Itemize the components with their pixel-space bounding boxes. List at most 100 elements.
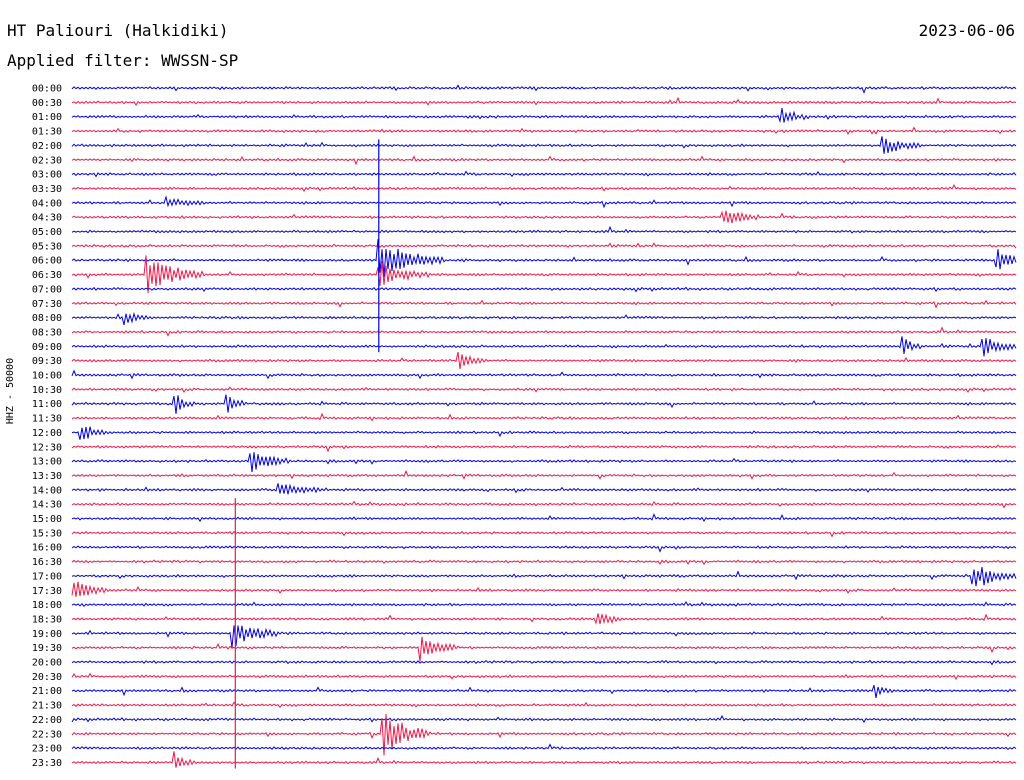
trace-line-1100 (71, 394, 1017, 414)
tick-label-0630: 06:30 (32, 270, 62, 281)
tick-label-0600: 06:00 (32, 256, 62, 267)
tick-label-0000: 00:00 (32, 84, 62, 95)
trace-line-0530 (71, 242, 1017, 249)
trace-line-0730 (71, 299, 1017, 309)
tick-label-2130: 21:30 (32, 701, 62, 712)
trace-line-0930 (71, 351, 1017, 370)
tick-label-2000: 20:00 (32, 658, 62, 669)
tick-label-2330: 23:30 (32, 758, 62, 769)
trace-line-0830 (71, 326, 1017, 337)
trace-line-0030 (71, 96, 1017, 106)
trace-line-1330 (71, 469, 1017, 480)
tick-label-1500: 15:00 (32, 514, 62, 525)
tick-label-1700: 17:00 (32, 571, 62, 582)
filter-name: WWSSN-SP (161, 51, 239, 70)
trace-line-1200 (71, 426, 1017, 440)
tick-label-1430: 14:30 (32, 500, 62, 511)
trace-line-1230 (71, 444, 1017, 453)
filter-prefix: Applied filter: (7, 51, 152, 70)
trace-line-1600 (71, 545, 1017, 553)
tick-label-0900: 09:00 (32, 342, 62, 353)
tick-label-1200: 12:00 (32, 428, 62, 439)
tick-label-1600: 16:00 (32, 543, 62, 554)
trace-line-1730 (71, 581, 1017, 597)
trace-line-2330 (71, 751, 1017, 768)
tick-label-0230: 02:30 (32, 155, 62, 166)
tick-label-0800: 08:00 (32, 313, 62, 324)
tick-label-0300: 03:00 (32, 170, 62, 181)
tick-label-0030: 00:30 (32, 98, 62, 109)
tick-label-1130: 11:30 (32, 414, 62, 425)
tick-label-0200: 02:00 (32, 141, 62, 152)
trace-line-2100 (71, 685, 1017, 698)
tick-label-1800: 18:00 (32, 600, 62, 611)
trace-line-0430 (71, 210, 1017, 224)
tick-label-0530: 05:30 (32, 241, 62, 252)
tick-label-0430: 04:30 (32, 213, 62, 224)
tick-label-0130: 01:30 (32, 127, 62, 138)
trace-line-2000 (71, 659, 1017, 666)
trace-line-1900 (71, 625, 1017, 648)
trace-line-1700 (71, 566, 1017, 587)
tick-label-1230: 12:30 (32, 442, 62, 453)
tick-label-1900: 19:00 (32, 629, 62, 640)
trace-line-2300 (71, 743, 1017, 751)
trace-line-0000 (71, 84, 1017, 94)
tick-label-0500: 05:00 (32, 227, 62, 238)
tick-label-1000: 10:00 (32, 371, 62, 382)
tick-label-0830: 08:30 (32, 327, 62, 338)
tick-labels: 00:00 00:30 01:00 01:30 02:00 02:30 03:00 03:30… (32, 84, 62, 769)
trace-line-0100 (71, 107, 1017, 124)
trace-line-1030 (71, 386, 1017, 393)
trace-line-1530 (71, 530, 1017, 538)
trace-line-0130 (71, 126, 1017, 135)
tick-label-0930: 09:30 (32, 356, 62, 367)
tick-label-1330: 13:30 (32, 471, 62, 482)
tick-label-2200: 22:00 (32, 715, 62, 726)
trace-line-1430 (71, 500, 1017, 509)
tick-label-1030: 10:30 (32, 385, 62, 396)
trace-line-0400 (71, 195, 1017, 209)
trace-line-1130 (71, 412, 1017, 422)
tick-label-0330: 03:30 (32, 184, 62, 195)
tick-label-1730: 17:30 (32, 586, 62, 597)
trace-line-0300 (71, 170, 1017, 178)
tick-label-1300: 13:00 (32, 457, 62, 468)
tick-label-0700: 07:00 (32, 284, 62, 295)
trace-line-1630 (71, 559, 1017, 566)
tick-label-1100: 11:00 (32, 399, 62, 410)
trace-line-1800 (71, 601, 1017, 608)
trace-line-1500 (71, 513, 1017, 523)
tick-label-1930: 19:30 (32, 643, 62, 654)
filter-line: Applied filter: WWSSN-SP (7, 51, 238, 70)
tick-label-2300: 23:00 (32, 744, 62, 755)
date-label: 2023-06-06 (918, 21, 1015, 40)
trace-line-1400 (71, 483, 1017, 495)
trace-line-0330 (71, 183, 1017, 193)
trace-line-2230 (71, 713, 1017, 756)
trace-line-0630 (71, 255, 1017, 294)
trace-line-1930 (71, 636, 1017, 662)
trace-line-0600 (71, 239, 1017, 277)
station-title: HT Paliouri (Halkidiki) (7, 21, 229, 40)
trace-line-0900 (71, 336, 1017, 357)
trace-line-2030 (71, 672, 1017, 681)
trace-line-0700 (71, 286, 1017, 293)
tick-label-0400: 04:00 (32, 198, 62, 209)
trace-lines (71, 84, 1017, 768)
tick-label-0100: 01:00 (32, 112, 62, 123)
trace-line-0230 (71, 155, 1017, 166)
tick-label-1400: 14:00 (32, 485, 62, 496)
tick-label-1630: 16:30 (32, 557, 62, 568)
trace-line-0500 (71, 225, 1017, 234)
spike-marks (234, 139, 380, 769)
trace-line-0800 (71, 311, 1017, 326)
tick-label-2230: 22:30 (32, 729, 62, 740)
tick-label-0730: 07:30 (32, 299, 62, 310)
trace-line-1830 (71, 613, 1017, 625)
tick-label-2030: 20:30 (32, 672, 62, 683)
tick-label-1530: 15:30 (32, 528, 62, 539)
tick-label-1830: 18:30 (32, 614, 62, 625)
tick-label-2100: 21:00 (32, 686, 62, 697)
